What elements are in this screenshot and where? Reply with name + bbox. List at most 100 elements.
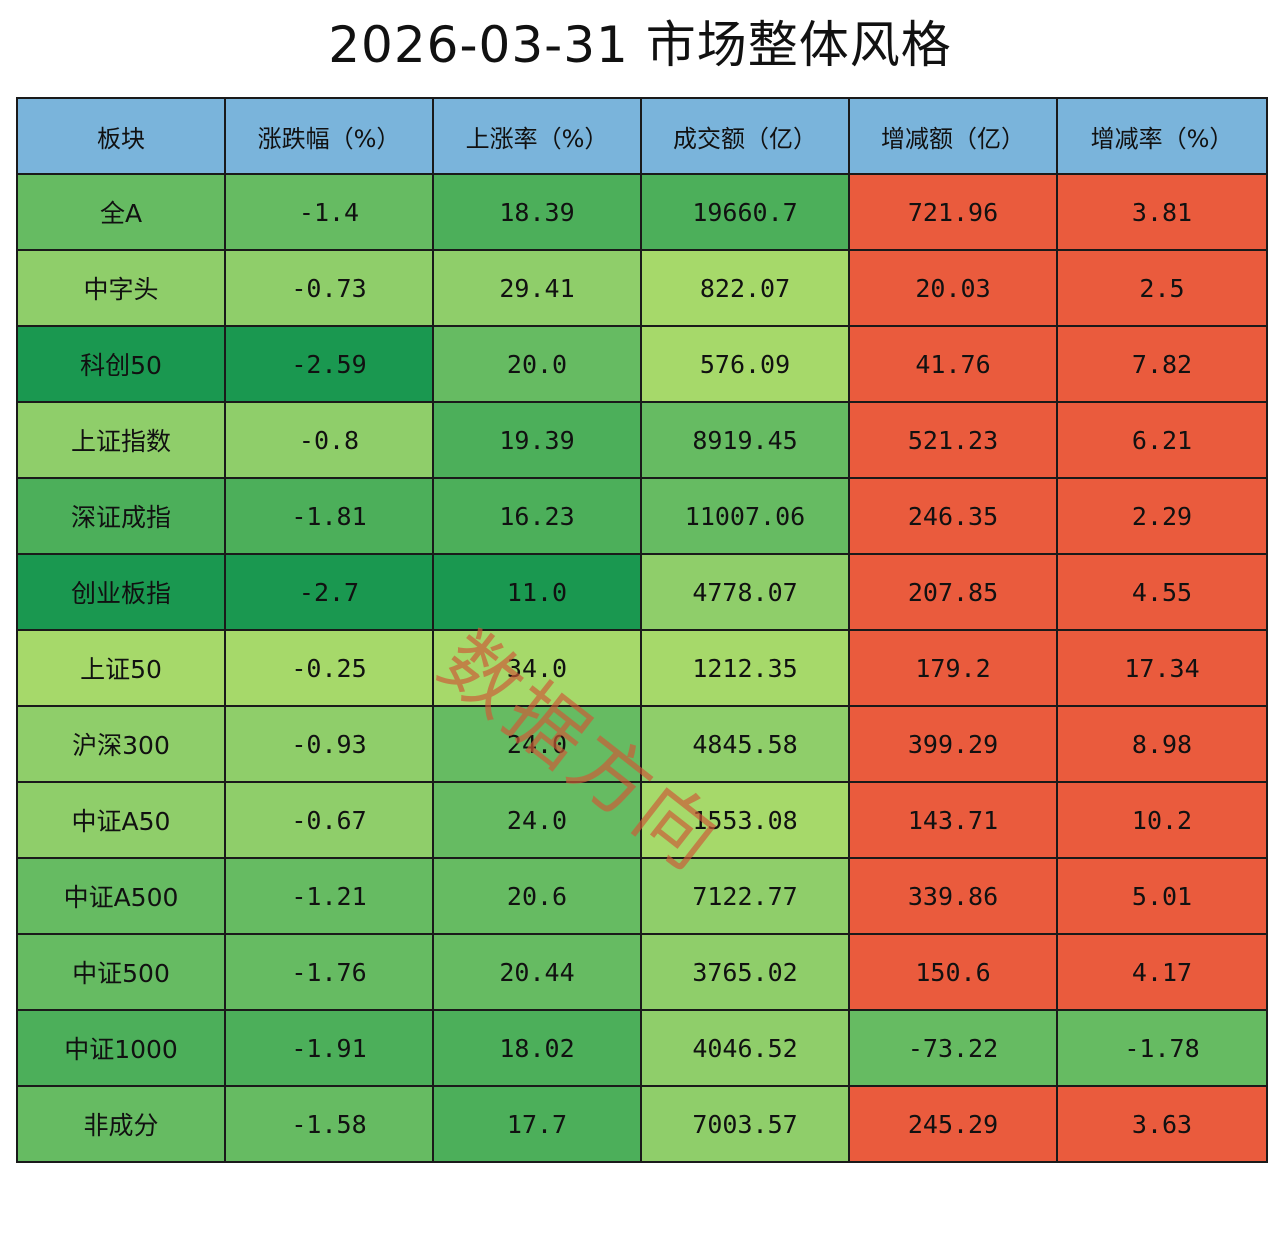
cell-change-pct: -1.4 — [224, 173, 434, 251]
cell-delta: 339.86 — [848, 857, 1058, 935]
row-label: 中证A500 — [16, 857, 226, 935]
cell-up-ratio: 20.44 — [432, 933, 642, 1011]
cell-up-ratio: 34.0 — [432, 629, 642, 707]
cell-up-ratio: 29.41 — [432, 249, 642, 327]
cell-change-pct: -1.81 — [224, 477, 434, 555]
cell-up-ratio: 18.39 — [432, 173, 642, 251]
cell-delta-pct: 3.81 — [1056, 173, 1268, 251]
row-label: 上证50 — [16, 629, 226, 707]
cell-turnover: 7003.57 — [640, 1085, 850, 1163]
column-header: 增减额（亿） — [848, 97, 1058, 175]
cell-change-pct: -0.25 — [224, 629, 434, 707]
cell-turnover: 1212.35 — [640, 629, 850, 707]
row-label: 非成分 — [16, 1085, 226, 1163]
cell-change-pct: -0.73 — [224, 249, 434, 327]
cell-change-pct: -1.21 — [224, 857, 434, 935]
cell-turnover: 8919.45 — [640, 401, 850, 479]
cell-change-pct: -0.67 — [224, 781, 434, 859]
cell-delta: 521.23 — [848, 401, 1058, 479]
cell-delta-pct: 3.63 — [1056, 1085, 1268, 1163]
cell-delta: 150.6 — [848, 933, 1058, 1011]
cell-up-ratio: 20.0 — [432, 325, 642, 403]
table-row: 创业板指 -2.7 11.0 4778.07 207.85 4.55 — [16, 553, 1268, 631]
cell-delta: 721.96 — [848, 173, 1058, 251]
cell-delta: 246.35 — [848, 477, 1058, 555]
table-row: 中证1000 -1.91 18.02 4046.52 -73.22 -1.78 — [16, 1009, 1268, 1087]
column-header: 增减率（%） — [1056, 97, 1268, 175]
table-row: 非成分 -1.58 17.7 7003.57 245.29 3.63 — [16, 1085, 1268, 1163]
cell-delta: -73.22 — [848, 1009, 1058, 1087]
row-label: 全A — [16, 173, 226, 251]
column-header: 板块 — [16, 97, 226, 175]
cell-delta: 207.85 — [848, 553, 1058, 631]
cell-delta-pct: 4.17 — [1056, 933, 1268, 1011]
cell-delta: 143.71 — [848, 781, 1058, 859]
cell-up-ratio: 24.0 — [432, 781, 642, 859]
cell-turnover: 3765.02 — [640, 933, 850, 1011]
header-row: 板块 涨跌幅（%） 上涨率（%） 成交额（亿） 增减额（亿） 增减率（%） — [16, 97, 1268, 175]
cell-turnover: 4778.07 — [640, 553, 850, 631]
row-label: 中字头 — [16, 249, 226, 327]
cell-delta-pct: 2.29 — [1056, 477, 1268, 555]
cell-turnover: 4046.52 — [640, 1009, 850, 1087]
row-label: 创业板指 — [16, 553, 226, 631]
table-row: 上证指数 -0.8 19.39 8919.45 521.23 6.21 — [16, 401, 1268, 479]
table-row: 上证50 -0.25 34.0 1212.35 179.2 17.34 — [16, 629, 1268, 707]
table-body: 全A -1.4 18.39 19660.7 721.96 3.81 中字头 -0.73 29.4… — [16, 173, 1268, 1163]
table-row: 中证500 -1.76 20.44 3765.02 150.6 4.17 — [16, 933, 1268, 1011]
page-title: 2026-03-31 市场整体风格 — [328, 16, 952, 74]
cell-up-ratio: 18.02 — [432, 1009, 642, 1087]
row-label: 中证500 — [16, 933, 226, 1011]
row-label: 深证成指 — [16, 477, 226, 555]
cell-delta-pct: 7.82 — [1056, 325, 1268, 403]
cell-change-pct: -2.7 — [224, 553, 434, 631]
table-row: 全A -1.4 18.39 19660.7 721.96 3.81 — [16, 173, 1268, 251]
column-header: 涨跌幅（%） — [224, 97, 434, 175]
cell-turnover: 576.09 — [640, 325, 850, 403]
cell-turnover: 822.07 — [640, 249, 850, 327]
row-label: 中证1000 — [16, 1009, 226, 1087]
cell-change-pct: -2.59 — [224, 325, 434, 403]
cell-up-ratio: 20.6 — [432, 857, 642, 935]
cell-delta-pct: 6.21 — [1056, 401, 1268, 479]
market-style-table: 板块 涨跌幅（%） 上涨率（%） 成交额（亿） 增减额（亿） 增减率（%） 全A -1.4 1… — [16, 97, 1268, 1163]
cell-delta: 399.29 — [848, 705, 1058, 783]
column-header: 成交额（亿） — [640, 97, 850, 175]
cell-up-ratio: 19.39 — [432, 401, 642, 479]
cell-delta: 41.76 — [848, 325, 1058, 403]
row-label: 科创50 — [16, 325, 226, 403]
cell-delta-pct: 10.2 — [1056, 781, 1268, 859]
cell-delta: 245.29 — [848, 1085, 1058, 1163]
cell-delta-pct: 5.01 — [1056, 857, 1268, 935]
cell-change-pct: -0.93 — [224, 705, 434, 783]
table-row: 深证成指 -1.81 16.23 11007.06 246.35 2.29 — [16, 477, 1268, 555]
cell-change-pct: -1.58 — [224, 1085, 434, 1163]
cell-delta: 20.03 — [848, 249, 1058, 327]
cell-delta-pct: -1.78 — [1056, 1009, 1268, 1087]
cell-delta-pct: 2.5 — [1056, 249, 1268, 327]
cell-change-pct: -1.76 — [224, 933, 434, 1011]
cell-delta: 179.2 — [848, 629, 1058, 707]
cell-delta-pct: 8.98 — [1056, 705, 1268, 783]
table-row: 沪深300 -0.93 24.0 4845.58 399.29 8.98 — [16, 705, 1268, 783]
cell-change-pct: -1.91 — [224, 1009, 434, 1087]
cell-up-ratio: 17.7 — [432, 1085, 642, 1163]
cell-change-pct: -0.8 — [224, 401, 434, 479]
row-label: 中证A50 — [16, 781, 226, 859]
table-row: 中字头 -0.73 29.41 822.07 20.03 2.5 — [16, 249, 1268, 327]
table-row: 中证A50 -0.67 24.0 1553.08 143.71 10.2 — [16, 781, 1268, 859]
cell-delta-pct: 4.55 — [1056, 553, 1268, 631]
cell-turnover: 7122.77 — [640, 857, 850, 935]
column-header: 上涨率（%） — [432, 97, 642, 175]
cell-turnover: 4845.58 — [640, 705, 850, 783]
cell-turnover: 1553.08 — [640, 781, 850, 859]
cell-up-ratio: 11.0 — [432, 553, 642, 631]
cell-delta-pct: 17.34 — [1056, 629, 1268, 707]
cell-turnover: 11007.06 — [640, 477, 850, 555]
cell-turnover: 19660.7 — [640, 173, 850, 251]
table-row: 中证A500 -1.21 20.6 7122.77 339.86 5.01 — [16, 857, 1268, 935]
cell-up-ratio: 16.23 — [432, 477, 642, 555]
table-row: 科创50 -2.59 20.0 576.09 41.76 7.82 — [16, 325, 1268, 403]
row-label: 沪深300 — [16, 705, 226, 783]
row-label: 上证指数 — [16, 401, 226, 479]
